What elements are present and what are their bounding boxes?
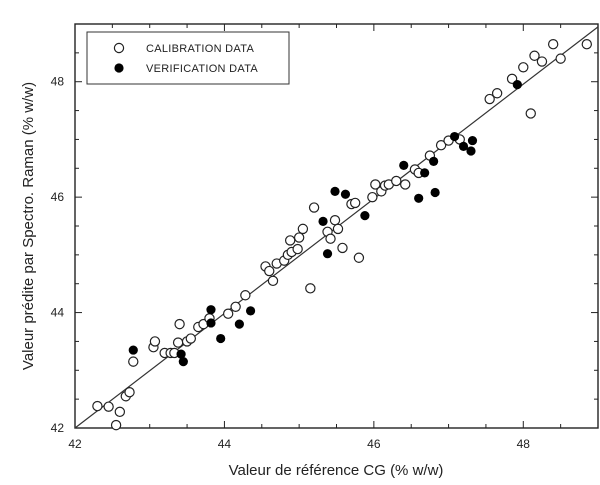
calibration-point — [92, 400, 103, 412]
verification-point — [245, 306, 256, 316]
calibration-point — [284, 235, 296, 246]
legend-label-verification: VERIFICATION DATA — [146, 63, 258, 75]
calibration-point — [222, 308, 234, 319]
calibration-point — [547, 39, 559, 50]
calibration-point — [103, 401, 114, 412]
calibration-point — [325, 233, 336, 244]
calibration-point — [349, 197, 361, 209]
calibration-point — [555, 53, 566, 64]
verification-point — [458, 141, 469, 151]
verification-point — [399, 160, 409, 170]
calibration-point — [292, 243, 303, 255]
calibration-point — [370, 179, 381, 190]
calibration-point — [149, 336, 161, 347]
verification-point — [420, 168, 430, 178]
calibration-point — [264, 265, 275, 277]
verification-point — [178, 357, 188, 367]
calibration-point — [267, 275, 279, 287]
legend-box — [86, 31, 290, 85]
verification-point — [318, 216, 328, 226]
calibration-point — [297, 223, 309, 235]
data-points — [92, 39, 592, 431]
y-tick-label: 44 — [51, 306, 65, 320]
calibration-point — [293, 232, 305, 243]
verification-point — [340, 189, 351, 199]
legend-marker-calibration — [113, 42, 125, 54]
calibration-point — [305, 283, 316, 294]
verification-point — [449, 131, 460, 142]
axis-ticks: 42 44 46 48 42 44 46 48 — [51, 23, 599, 451]
calibration-point — [491, 88, 503, 99]
x-tick-label: 44 — [218, 437, 232, 451]
y-tick-label: 46 — [51, 190, 65, 204]
verification-point — [234, 319, 244, 329]
y-tick-label: 48 — [51, 75, 65, 89]
calibration-point — [332, 223, 344, 235]
calibration-point — [230, 301, 241, 312]
verification-point — [360, 211, 370, 221]
calibration-point — [536, 56, 548, 67]
verification-point — [466, 146, 476, 156]
calibration-point — [110, 419, 122, 431]
x-axis-title: Valeur de référence CG (% w/w) — [229, 462, 444, 479]
verification-point — [467, 135, 478, 146]
calibration-point — [367, 191, 378, 203]
legend-label-calibration: CALIBRATION DATA — [146, 43, 254, 55]
calibration-point — [400, 179, 411, 190]
calibration-point — [484, 93, 495, 105]
calibration-point — [308, 202, 320, 213]
verification-point — [206, 305, 216, 315]
calibration-point — [529, 50, 540, 61]
calibration-point — [525, 108, 536, 119]
verification-point — [414, 193, 424, 203]
calibration-point — [172, 337, 184, 348]
legend: CALIBRATION DATA VERIFICATION DATA — [86, 31, 290, 85]
verification-point — [128, 345, 138, 355]
calibration-point — [518, 62, 529, 73]
verification-point — [322, 249, 333, 259]
verification-point — [216, 333, 226, 344]
verification-point — [430, 187, 440, 198]
verification-point — [512, 80, 522, 90]
calibration-point — [240, 290, 251, 301]
calibration-point — [185, 333, 197, 344]
calibration-point — [353, 252, 365, 263]
x-tick-label: 46 — [367, 437, 381, 451]
verification-point — [429, 156, 439, 166]
calibration-point — [114, 406, 126, 418]
calibration-point — [174, 318, 185, 330]
verification-point — [176, 349, 186, 359]
calibration-point — [124, 387, 135, 398]
verification-point — [206, 318, 216, 328]
calibration-point — [581, 39, 592, 50]
calibration-point — [329, 215, 341, 226]
verification-point — [330, 186, 340, 196]
calibration-point — [435, 139, 447, 151]
y-tick-label: 42 — [51, 421, 65, 435]
x-tick-label: 42 — [68, 437, 82, 451]
calibration-point — [391, 175, 402, 187]
calibration-point — [337, 242, 348, 254]
calibration-point — [128, 356, 139, 367]
y-axis-title: Valeur prédite par Spectro. Raman (% w/w… — [20, 82, 37, 370]
x-tick-label: 48 — [517, 437, 531, 451]
legend-marker-verification — [114, 63, 124, 73]
